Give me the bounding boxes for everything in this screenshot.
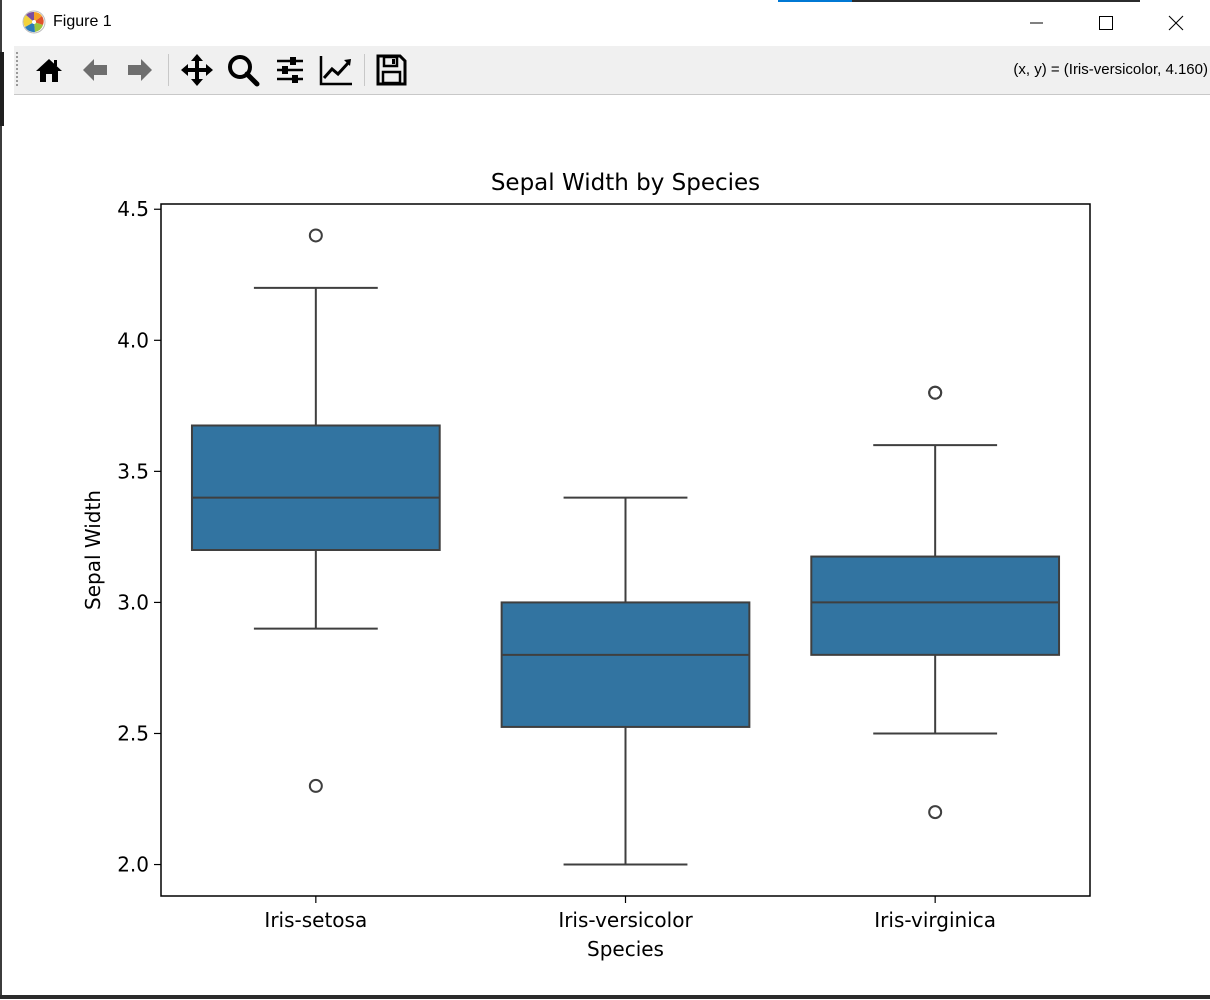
window-left-edge-mark: [0, 52, 4, 126]
outlier-point: [308, 228, 323, 243]
maximize-button[interactable]: [1071, 0, 1141, 46]
toolbar-grip: [16, 52, 18, 88]
navigation-toolbar: (x, y) = (Iris-versicolor, 4.160): [14, 46, 1210, 95]
forward-button[interactable]: [120, 50, 160, 90]
window-top-edge: [852, 0, 1140, 2]
maximize-icon: [1099, 16, 1113, 30]
y-tick-label: 2.5: [117, 721, 149, 745]
matplotlib-logo-icon: [22, 10, 46, 34]
edit-curves-icon: [319, 56, 352, 86]
outlier-point: [308, 778, 323, 793]
cursor-coordinates: (x, y) = (Iris-versicolor, 4.160): [1013, 61, 1208, 78]
forward-icon: [128, 59, 152, 81]
title-bar: Figure 1: [2, 0, 1210, 46]
window-title: Figure 1: [53, 13, 112, 30]
x-tick-label: Iris-versicolor: [558, 908, 693, 932]
zoom-button[interactable]: [223, 50, 263, 90]
x-axis-label: Species: [587, 937, 664, 961]
y-tick-label: 2.0: [117, 853, 149, 877]
y-axis-label: Sepal Width: [81, 490, 105, 610]
edit-curves-button[interactable]: [316, 50, 356, 90]
window-bottom-edge: [0, 995, 1210, 999]
axes-frame: [160, 203, 1091, 897]
save-icon: [376, 54, 407, 86]
boxplot-chart: Sepal Width by Species 2.0 2.5 3.0 3.5 4.0 4.5…: [81, 170, 1091, 961]
figure-canvas[interactable]: Sepal Width by Species 2.0 2.5 3.0 3.5 4.0 4.5…: [14, 95, 1210, 995]
x-tick-label: Iris-virginica: [874, 908, 996, 932]
box-iris-versicolor: [500, 601, 751, 728]
back-button[interactable]: [75, 50, 115, 90]
save-button[interactable]: [371, 50, 411, 90]
y-tick-label: 3.0: [117, 590, 149, 614]
y-tick-label: 4.5: [117, 197, 149, 221]
minimize-button[interactable]: [1001, 0, 1071, 46]
home-icon: [36, 59, 62, 82]
box-iris-setosa: [190, 424, 441, 552]
x-tick-label: Iris-setosa: [264, 908, 367, 932]
taskbar-accent: [778, 0, 852, 2]
y-tick-label: 4.0: [117, 328, 149, 352]
outlier-point: [928, 805, 943, 820]
window-left-edge: [0, 0, 2, 999]
pan-icon: [181, 54, 213, 86]
box-iris-virginica: [810, 555, 1061, 656]
home-button[interactable]: [29, 50, 69, 90]
pan-button[interactable]: [177, 50, 217, 90]
back-icon: [83, 59, 107, 81]
toolbar-separator: [168, 54, 169, 86]
chart-title: Sepal Width by Species: [491, 170, 760, 196]
minimize-icon: [1030, 22, 1043, 24]
close-button[interactable]: [1141, 0, 1210, 46]
close-icon: [1168, 15, 1184, 31]
zoom-icon: [228, 55, 260, 87]
toolbar-separator: [364, 54, 365, 86]
subplots-button[interactable]: [270, 50, 310, 90]
subplots-icon: [277, 57, 303, 83]
outlier-point: [928, 385, 943, 400]
y-tick-label: 3.5: [117, 459, 149, 483]
